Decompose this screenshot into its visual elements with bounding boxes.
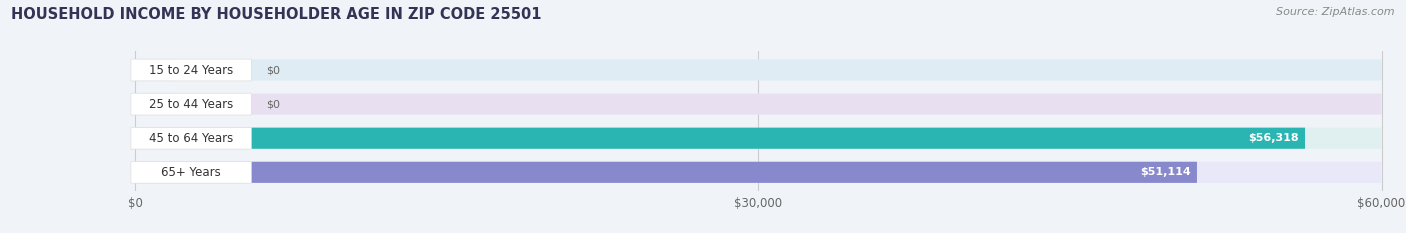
FancyBboxPatch shape [131,161,252,183]
FancyBboxPatch shape [135,128,1382,149]
FancyBboxPatch shape [135,59,173,81]
FancyBboxPatch shape [135,162,1197,183]
FancyBboxPatch shape [135,162,1382,183]
FancyBboxPatch shape [135,128,1305,149]
Text: Source: ZipAtlas.com: Source: ZipAtlas.com [1277,7,1395,17]
FancyBboxPatch shape [135,93,173,115]
Text: 15 to 24 Years: 15 to 24 Years [149,64,233,76]
Text: $0: $0 [266,99,280,109]
FancyBboxPatch shape [131,59,252,81]
Text: $51,114: $51,114 [1140,167,1191,177]
Text: 65+ Years: 65+ Years [162,166,221,179]
Text: 25 to 44 Years: 25 to 44 Years [149,98,233,111]
Text: $56,318: $56,318 [1249,133,1299,143]
Text: $0: $0 [266,65,280,75]
FancyBboxPatch shape [135,59,1382,81]
Text: HOUSEHOLD INCOME BY HOUSEHOLDER AGE IN ZIP CODE 25501: HOUSEHOLD INCOME BY HOUSEHOLDER AGE IN Z… [11,7,541,22]
FancyBboxPatch shape [131,93,252,115]
FancyBboxPatch shape [131,127,252,149]
FancyBboxPatch shape [135,93,1382,115]
Text: 45 to 64 Years: 45 to 64 Years [149,132,233,145]
